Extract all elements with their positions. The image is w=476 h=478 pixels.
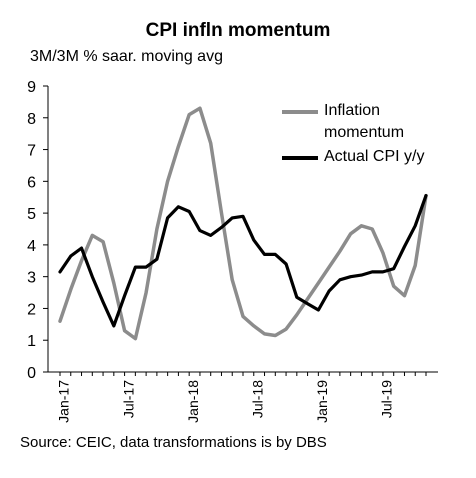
y-tick-label: 0 bbox=[27, 365, 36, 382]
chart-title: CPI infln momentum bbox=[145, 20, 331, 41]
y-tick-label: 9 bbox=[27, 79, 36, 96]
legend-label-actual: Actual CPI y/y bbox=[324, 148, 425, 165]
y-tick-label: 6 bbox=[27, 174, 36, 191]
chart-series bbox=[58, 106, 428, 341]
legend-item-momentum: Inflation momentum bbox=[282, 100, 454, 144]
chart-legend: Inflation momentum Actual CPI y/y bbox=[282, 100, 454, 168]
chart-subtitle: 3M/3M % saar. moving avg bbox=[30, 48, 223, 65]
x-tick-label: Jan-17 bbox=[56, 380, 72, 423]
y-tick-label: 5 bbox=[27, 206, 36, 223]
y-tick-label: 8 bbox=[27, 111, 36, 128]
legend-item-actual: Actual CPI y/y bbox=[282, 146, 454, 168]
legend-swatch-momentum bbox=[282, 110, 318, 114]
chart-axes: 0 1 2 3 4 5 6 7 8 9 Jan-17 Jul-17 Jan-18 Jul-18 Jan-19… bbox=[27, 79, 438, 423]
x-tick-label: Jan-18 bbox=[185, 380, 201, 423]
y-tick-label: 4 bbox=[27, 238, 36, 255]
legend-swatch-actual bbox=[282, 156, 318, 160]
y-tick-label: 1 bbox=[27, 333, 36, 350]
x-tick-label: Jan-19 bbox=[314, 380, 330, 423]
series-line-inflation-momentum bbox=[58, 106, 428, 341]
x-tick-label: Jul-19 bbox=[379, 380, 395, 418]
legend-label-momentum: Inflation momentum bbox=[324, 102, 405, 141]
x-tick-label: Jul-17 bbox=[120, 380, 136, 418]
y-tick-label: 3 bbox=[27, 270, 36, 287]
y-tick-label: 7 bbox=[27, 143, 36, 160]
y-tick-label: 2 bbox=[27, 301, 36, 318]
chart-source-note: Source: CEIC, data transformations is by… bbox=[20, 434, 327, 451]
x-tick-label: Jul-18 bbox=[249, 380, 265, 418]
series-line-actual-cpi bbox=[58, 194, 428, 328]
